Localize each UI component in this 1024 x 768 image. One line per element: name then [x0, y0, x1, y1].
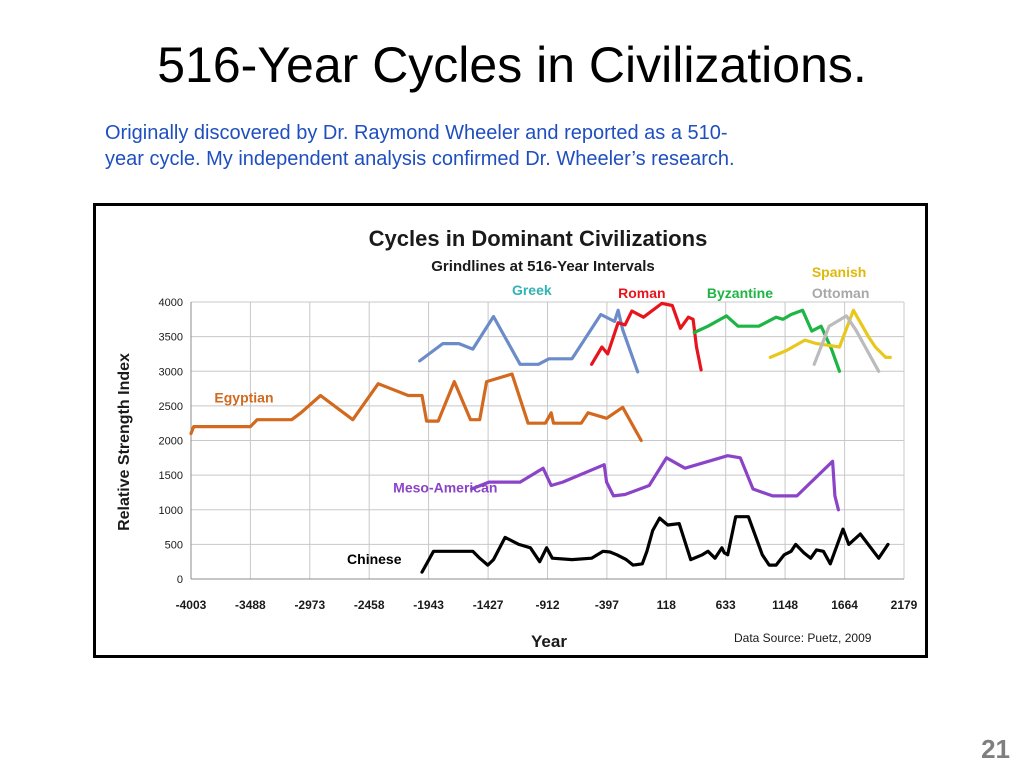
y-axis-label: Relative Strength Index — [116, 353, 133, 531]
series-label-chinese: Chinese — [347, 551, 402, 567]
series-label-spanish: Spanish — [812, 264, 866, 280]
series-line-greek — [418, 308, 640, 374]
series-lines — [189, 301, 892, 574]
series-label-meso-american: Meso-American — [393, 479, 497, 495]
series-line-byzantine — [692, 308, 842, 373]
series-label-greek: Greek — [512, 282, 552, 298]
y-tick-label: 1500 — [159, 470, 183, 482]
series-label-byzantine: Byzantine — [707, 285, 773, 301]
x-tick-label: -2458 — [354, 598, 385, 612]
x-tick-label: -397 — [595, 598, 619, 612]
y-tick-label: 4000 — [159, 297, 183, 309]
y-tick-label: 0 — [177, 574, 183, 586]
x-tick-label: -912 — [535, 598, 559, 612]
y-tick-label: 3000 — [159, 366, 183, 378]
y-tick-label: 500 — [165, 539, 183, 551]
subtitle-line-1: Originally discovered by Dr. Raymond Whe… — [105, 122, 728, 144]
slide-title: 516-Year Cycles in Civilizations. — [157, 37, 867, 93]
x-tick-label: 1148 — [772, 598, 798, 612]
x-tick-label: 633 — [716, 598, 736, 612]
x-tick-label: -4003 — [176, 598, 207, 612]
x-tick-label: -1943 — [413, 598, 444, 612]
x-axis-label: Year — [531, 632, 567, 651]
x-tick-label: -1427 — [473, 598, 504, 612]
y-tick-label: 1000 — [159, 505, 183, 517]
cycles-chart: Cycles in Dominant Civilizations Grindli… — [116, 226, 918, 651]
y-tick-label: 2500 — [159, 401, 183, 413]
chart-subtitle: Grindlines at 516-Year Intervals — [431, 258, 654, 275]
series-line-chinese — [420, 515, 890, 574]
x-tick-label: 1664 — [831, 598, 858, 612]
x-tick-label: 118 — [657, 598, 677, 612]
axis-ticks: 0 500 1000 1500 2000 2500 3000 3500 4000 -4003 -34… — [159, 297, 918, 612]
x-tick-label: -3488 — [235, 598, 266, 612]
chart-frame: Cycles in Dominant Civilizations Grindli… — [93, 203, 928, 658]
series-line-egyptian — [189, 372, 643, 443]
series-line-meso-american — [470, 454, 841, 512]
subtitle-line-2: year cycle. My independent analysis conf… — [105, 148, 735, 170]
series-line-roman — [590, 301, 703, 372]
data-source-note: Data Source: Puetz, 2009 — [734, 631, 872, 645]
series-label-ottoman: Ottoman — [812, 285, 870, 301]
series-labels: Egyptian Greek Roman Byzantine Spanish Ottoma… — [214, 264, 869, 567]
slide-subtitle: Originally discovered by Dr. Raymond Whe… — [105, 120, 935, 172]
series-line-spanish — [768, 308, 892, 359]
series-label-egyptian: Egyptian — [214, 389, 273, 405]
x-tick-label: -2973 — [294, 598, 325, 612]
y-tick-label: 3500 — [159, 332, 183, 344]
y-tick-label: 2000 — [159, 436, 183, 448]
chart-title: Cycles in Dominant Civilizations — [369, 226, 708, 251]
x-tick-label: 2179 — [891, 598, 918, 612]
slide-number: 21 — [981, 734, 1010, 764]
series-label-roman: Roman — [618, 285, 665, 301]
series-line-ottoman — [812, 314, 881, 373]
